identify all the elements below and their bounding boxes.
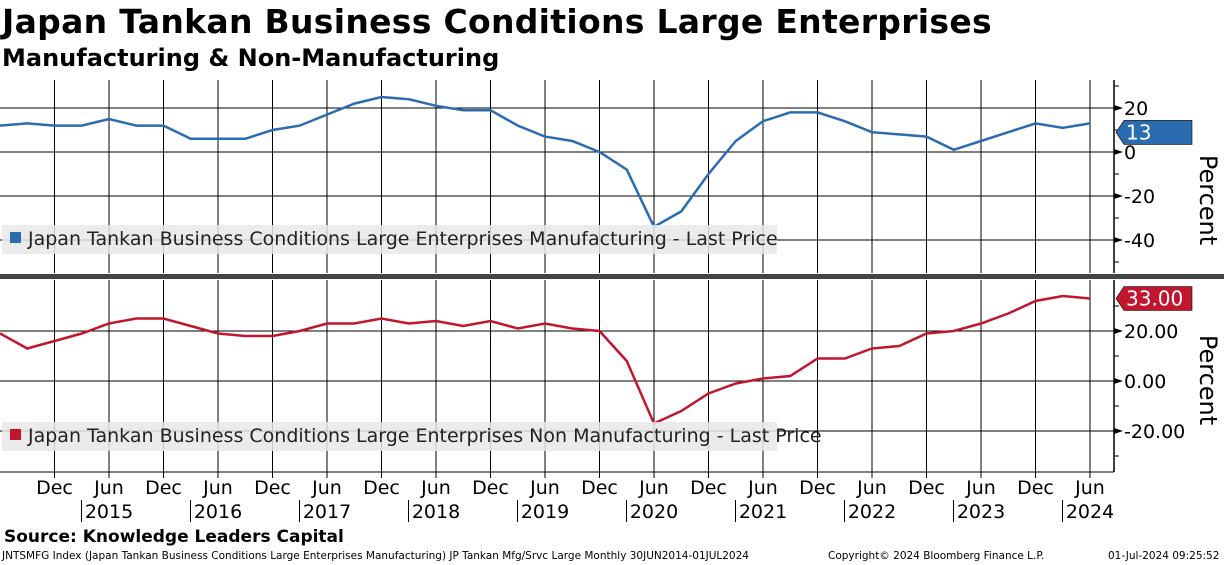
y-tick-label: 0.00 [1124,371,1166,393]
x-year-label: 2015 [85,501,133,523]
chart-title: Japan Tankan Business Conditions Large E… [2,2,992,41]
last-value-tag [1115,120,1193,145]
x-year-label: 2019 [521,501,569,523]
y-axis-title: Percent [1194,335,1222,425]
x-tick-label: Dec [254,477,291,499]
x-year-label: 2023 [957,501,1005,523]
last-value-label: 13 [1126,120,1151,144]
y-tick-label: 0 [1124,142,1136,164]
x-tick-label: Dec [908,477,945,499]
x-year-label: 2020 [630,501,678,523]
x-tick-label: Jun [311,477,342,499]
x-tick-label: Dec [36,477,73,499]
x-tick-label: Jun [202,477,233,499]
x-tick-label: Jun [856,477,887,499]
x-tick-label: Dec [581,477,618,499]
x-year-label: 2017 [303,501,351,523]
legend-box [2,422,777,451]
x-tick-label: Dec [690,477,727,499]
panel-divider [0,274,1224,279]
x-year-label: 2016 [194,501,242,523]
x-year-label: 2018 [412,501,460,523]
x-tick-label: Dec [799,477,836,499]
y-tick-label: -20.00 [1124,421,1185,443]
timestamp-text: 01-Jul-2024 09:25:52 [1108,550,1220,562]
legend-swatch [10,232,21,243]
ticker-text: JNTSMFG Index (Japan Tankan Business Con… [2,550,749,562]
x-tick-label: Dec [363,477,400,499]
y-tick-label: -20 [1124,186,1155,208]
last-value-tag [1115,286,1193,311]
x-tick-label: Jun [638,477,669,499]
y-tick-label: 20.00 [1124,321,1178,343]
copyright-text: Copyright© 2024 Bloomberg Finance L.P. [828,550,1045,562]
last-value-label: 33.00 [1126,287,1183,311]
x-tick-label: Dec [1017,477,1054,499]
legend-swatch [10,429,21,440]
y-tick-label: -40 [1124,230,1155,252]
y-axis-title: Percent [1194,155,1222,245]
source-text: Source: Knowledge Leaders Capital [4,527,344,547]
x-tick-label: Jun [529,477,560,499]
x-tick-label: Dec [145,477,182,499]
x-year-label: 2024 [1066,501,1114,523]
chart-subtitle: Manufacturing & Non-Manufacturing [2,44,500,72]
legend-box [2,225,777,254]
x-tick-label: Jun [93,477,124,499]
x-tick-label: Dec [472,477,509,499]
x-tick-label: Jun [965,477,996,499]
legend-label: Japan Tankan Business Conditions Large E… [27,228,778,250]
x-tick-label: Jun [747,477,778,499]
x-year-label: 2021 [739,501,787,523]
y-tick-label: 20 [1124,98,1148,120]
x-tick-label: Jun [1074,477,1105,499]
x-year-label: 2022 [848,501,896,523]
x-tick-label: Jun [420,477,451,499]
legend-label: Japan Tankan Business Conditions Large E… [27,425,822,447]
